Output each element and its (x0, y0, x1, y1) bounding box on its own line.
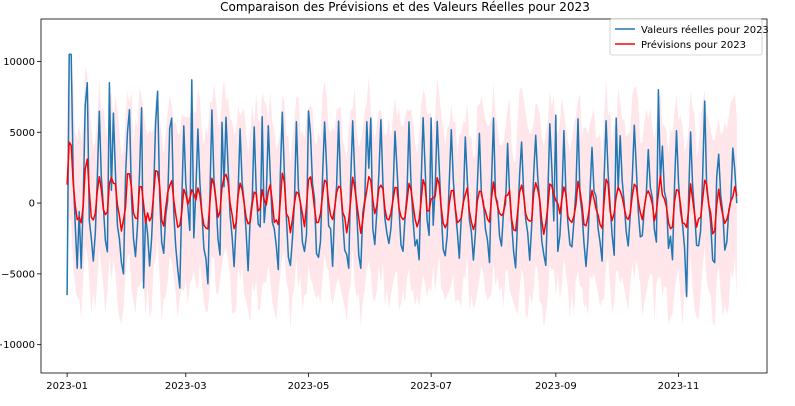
y-tick-label: 0 (29, 199, 35, 210)
legend-box (609, 18, 763, 56)
y-tick-label: 5000 (10, 128, 35, 139)
legend: Valeurs réelles pour 2023 Prévisions pou… (609, 18, 769, 56)
x-tick-label: 2023-11 (658, 381, 700, 392)
x-tick-label: 2023-05 (288, 381, 330, 392)
y-tick-label: −10000 (0, 340, 35, 351)
y-tick-label: −5000 (1, 269, 35, 280)
legend-label-actual: Valeurs réelles pour 2023 (641, 24, 769, 36)
y-tick-label: 10000 (3, 57, 35, 68)
axes-layer: 2023-01 2023-03 2023-05 2023-07 2023-09 2023-… (0, 57, 699, 392)
chart-title: Comparaison des Prévisions et des Valeur… (220, 0, 590, 14)
series-lines-layer (66, 53, 738, 298)
x-tick-label: 2023-01 (46, 381, 88, 392)
actual-values-line (66, 53, 738, 298)
legend-label-forecast: Prévisions pour 2023 (641, 39, 746, 51)
x-tick-label: 2023-07 (410, 381, 452, 392)
plot-frame (40, 18, 768, 374)
x-tick-label: 2023-03 (165, 381, 207, 392)
x-tick-label: 2023-09 (535, 381, 577, 392)
forecast-line (66, 141, 738, 236)
